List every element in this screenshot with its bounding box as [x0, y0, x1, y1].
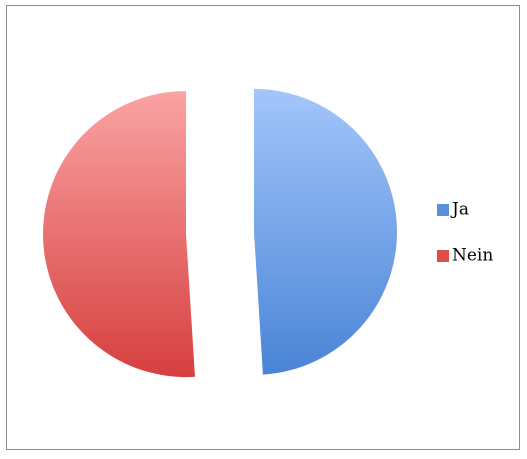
pie-slice	[253, 88, 397, 375]
legend-label: Nein	[452, 246, 493, 266]
legend-swatch	[437, 204, 449, 216]
pie-slice	[43, 91, 195, 378]
legend-swatch	[437, 250, 449, 262]
legend-label: Ja	[450, 200, 469, 220]
